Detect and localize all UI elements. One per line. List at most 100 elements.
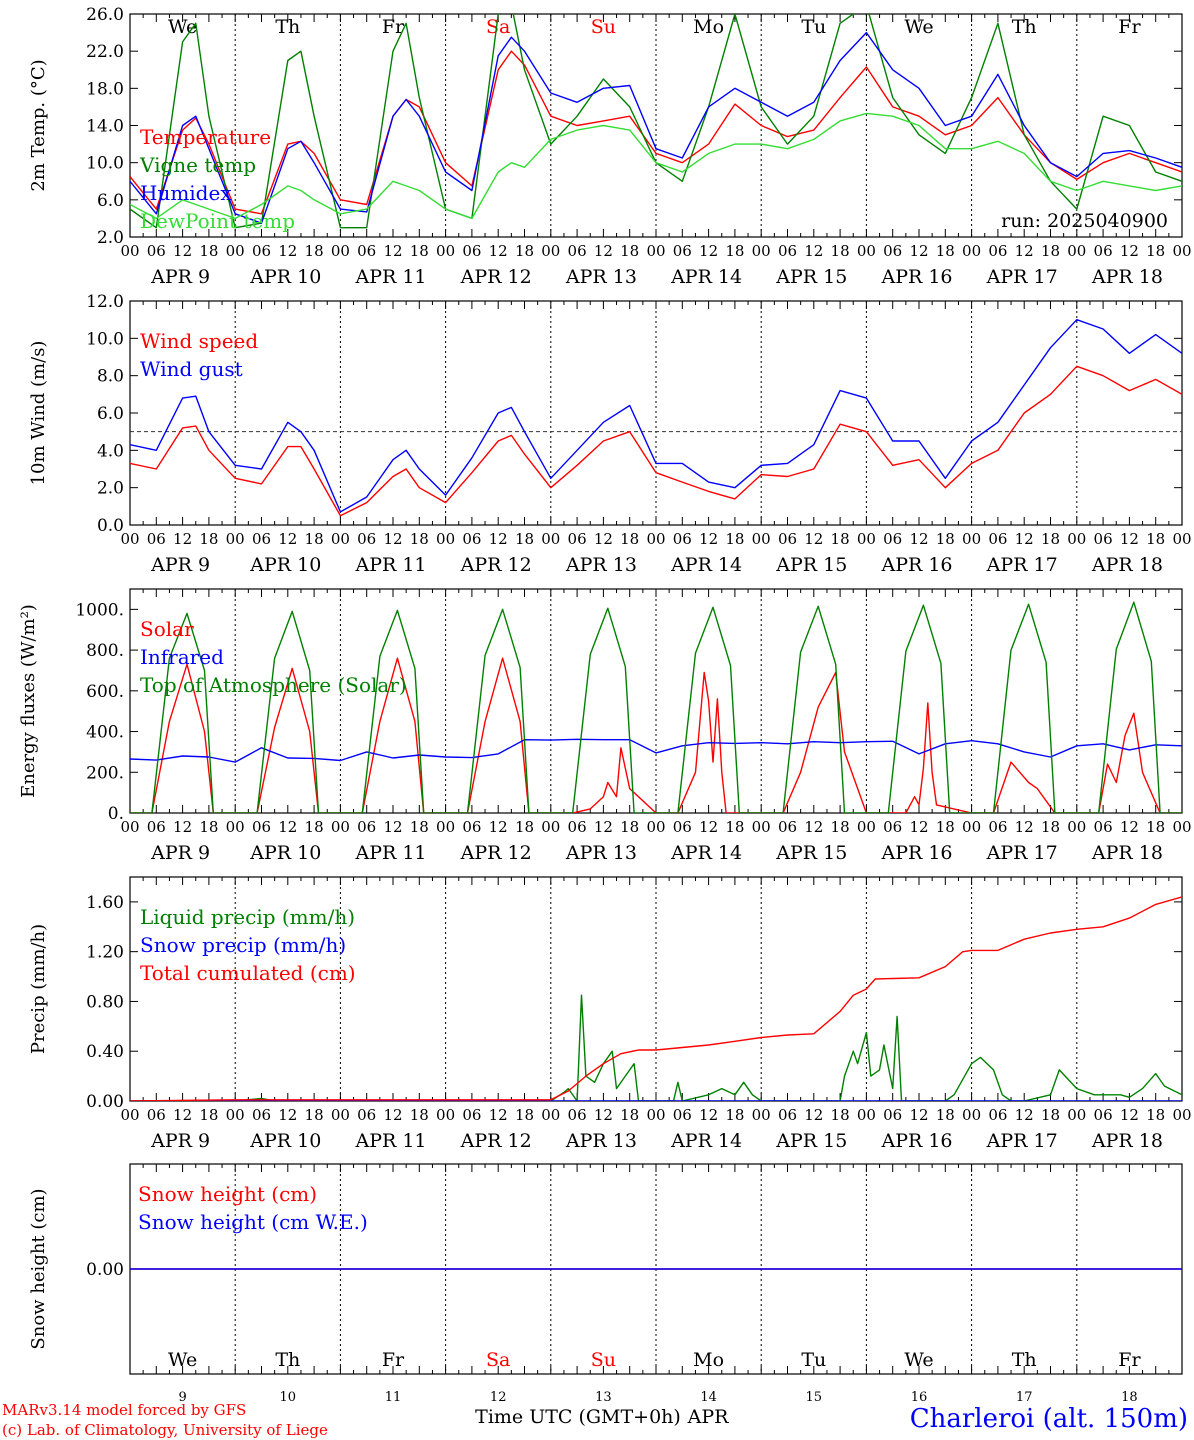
hour-tick-label: 06 [252, 530, 271, 548]
date-label: APR 10 [249, 1130, 321, 1152]
hour-tick-label: 12 [699, 530, 718, 548]
date-label: APR 15 [775, 266, 847, 288]
date-label: APR 9 [150, 1130, 210, 1152]
hour-tick-label: 12 [489, 242, 508, 260]
hour-tick-label: 06 [357, 1106, 376, 1124]
hour-tick-label: 12 [909, 530, 928, 548]
hour-tick-label: 06 [147, 242, 166, 260]
x-axis-title: Time UTC (GMT+0h) [475, 1406, 681, 1428]
series-line-3 [130, 896, 1182, 1101]
date-label: APR 13 [565, 1130, 637, 1152]
hour-tick-label: 00 [1172, 818, 1191, 836]
hour-tick-label: 06 [673, 1106, 692, 1124]
hour-tick-label: 12 [278, 1106, 297, 1124]
hour-tick-label: 18 [1041, 530, 1060, 548]
hour-tick-label: 06 [147, 818, 166, 836]
hour-tick-label: 18 [199, 242, 218, 260]
hour-tick-label: 00 [962, 818, 981, 836]
hour-tick-label: 12 [1120, 818, 1139, 836]
station-title: Charleroi (alt. 150m) [910, 1404, 1188, 1434]
hour-tick-label: 00 [226, 530, 245, 548]
hour-tick-label: 18 [305, 1106, 324, 1124]
hour-tick-label: 12 [594, 242, 613, 260]
hour-tick-label: 06 [357, 530, 376, 548]
hour-tick-label: 00 [436, 1106, 455, 1124]
hour-tick-label: 00 [646, 818, 665, 836]
panel-3: 0. 200. 400. 600. 800. 1000. Energy fluxes (W/… [18, 588, 1192, 864]
date-label: APR 18 [1091, 842, 1163, 864]
hour-tick-label: 00 [331, 530, 350, 548]
hour-tick-label: 18 [620, 818, 639, 836]
hour-tick-label: 00 [962, 242, 981, 260]
hour-tick-label: 12 [909, 1106, 928, 1124]
hour-tick-label: 12 [489, 530, 508, 548]
hour-tick-label: 00 [120, 1106, 139, 1124]
hour-tick-label: 00 [752, 818, 771, 836]
date-label: APR 17 [986, 1130, 1058, 1152]
hour-tick-label: 18 [936, 242, 955, 260]
hour-tick-label: 00 [120, 242, 139, 260]
y-axis-label: Energy fluxes (W/m²) [18, 604, 39, 798]
hour-tick-label: 00 [120, 818, 139, 836]
hour-tick-label: 12 [699, 818, 718, 836]
y-tick-label: 22.0 [86, 42, 124, 62]
legend-entry: Infrared [140, 645, 224, 669]
hour-tick-label: 18 [199, 1106, 218, 1124]
hour-tick-label: 18 [515, 242, 534, 260]
hour-tick-label: 00 [331, 242, 350, 260]
hour-tick-label: 06 [778, 530, 797, 548]
series-group [130, 896, 1182, 1101]
hour-tick-label: 06 [357, 818, 376, 836]
hour-tick-label: 12 [383, 818, 402, 836]
hour-tick-label: 06 [1094, 242, 1113, 260]
series-line-3 [130, 601, 1182, 813]
hour-tick-label: 00 [436, 818, 455, 836]
y-tick-label: 1000. [75, 600, 124, 620]
hour-tick-label: 06 [568, 242, 587, 260]
hour-tick-label: 06 [778, 818, 797, 836]
y-axis-label: Snow height (cm) [28, 1188, 49, 1349]
hour-tick-label: 00 [646, 242, 665, 260]
hour-tick-label: 00 [752, 1106, 771, 1124]
hour-tick-label: 18 [936, 818, 955, 836]
hour-tick-label: 06 [462, 818, 481, 836]
hour-tick-label: 06 [252, 818, 271, 836]
hour-tick-label: 06 [357, 242, 376, 260]
date-label: APR 14 [670, 842, 742, 864]
series-line-1 [130, 50, 1182, 215]
series-line-2 [130, 14, 1182, 229]
hour-tick-label: 00 [541, 242, 560, 260]
hour-tick-label: 06 [988, 1106, 1007, 1124]
y-axis-label: Precip (mm/h) [28, 924, 49, 1054]
hour-tick-label: 12 [173, 530, 192, 548]
date-label: APR 9 [150, 554, 210, 576]
hour-tick-label: 06 [988, 530, 1007, 548]
y-tick-label: 10.0 [86, 154, 124, 174]
hour-tick-label: 18 [515, 818, 534, 836]
hour-tick-label: 12 [909, 818, 928, 836]
y-axis-label: 2m Temp. (°C) [28, 59, 49, 191]
date-label: APR 11 [354, 554, 426, 576]
weekday-label: Tu [801, 1349, 826, 1371]
hour-tick-label: 18 [1041, 818, 1060, 836]
hour-tick-label: 06 [568, 818, 587, 836]
hour-tick-label: 18 [515, 1106, 534, 1124]
y-tick-label: 4.0 [97, 441, 124, 461]
hour-tick-label: 12 [383, 242, 402, 260]
hour-tick-label: 00 [331, 1106, 350, 1124]
hour-tick-label: 18 [1146, 242, 1165, 260]
weekday-label: Sa [486, 1349, 510, 1371]
y-tick-label: 2.0 [97, 479, 124, 499]
hour-tick-label: 06 [462, 1106, 481, 1124]
date-label: APR 12 [460, 266, 532, 288]
hour-tick-label: 18 [831, 530, 850, 548]
panel-2: 0.0 2.0 4.0 6.0 8.0 10.0 12.0 10m Wind (m/s) 00 0… [28, 292, 1192, 576]
day-number-label: 18 [1121, 1390, 1138, 1405]
hour-tick-label: 18 [1146, 818, 1165, 836]
hour-tick-label: 06 [883, 818, 902, 836]
panel-5: 0.00 Snow height (cm) We 9 Th 10 Fr 11 Sa 12 Su 13 M… [28, 1163, 1183, 1405]
weekday-label: Th [1012, 1349, 1037, 1371]
date-label: APR 10 [249, 842, 321, 864]
date-label: APR 10 [249, 266, 321, 288]
